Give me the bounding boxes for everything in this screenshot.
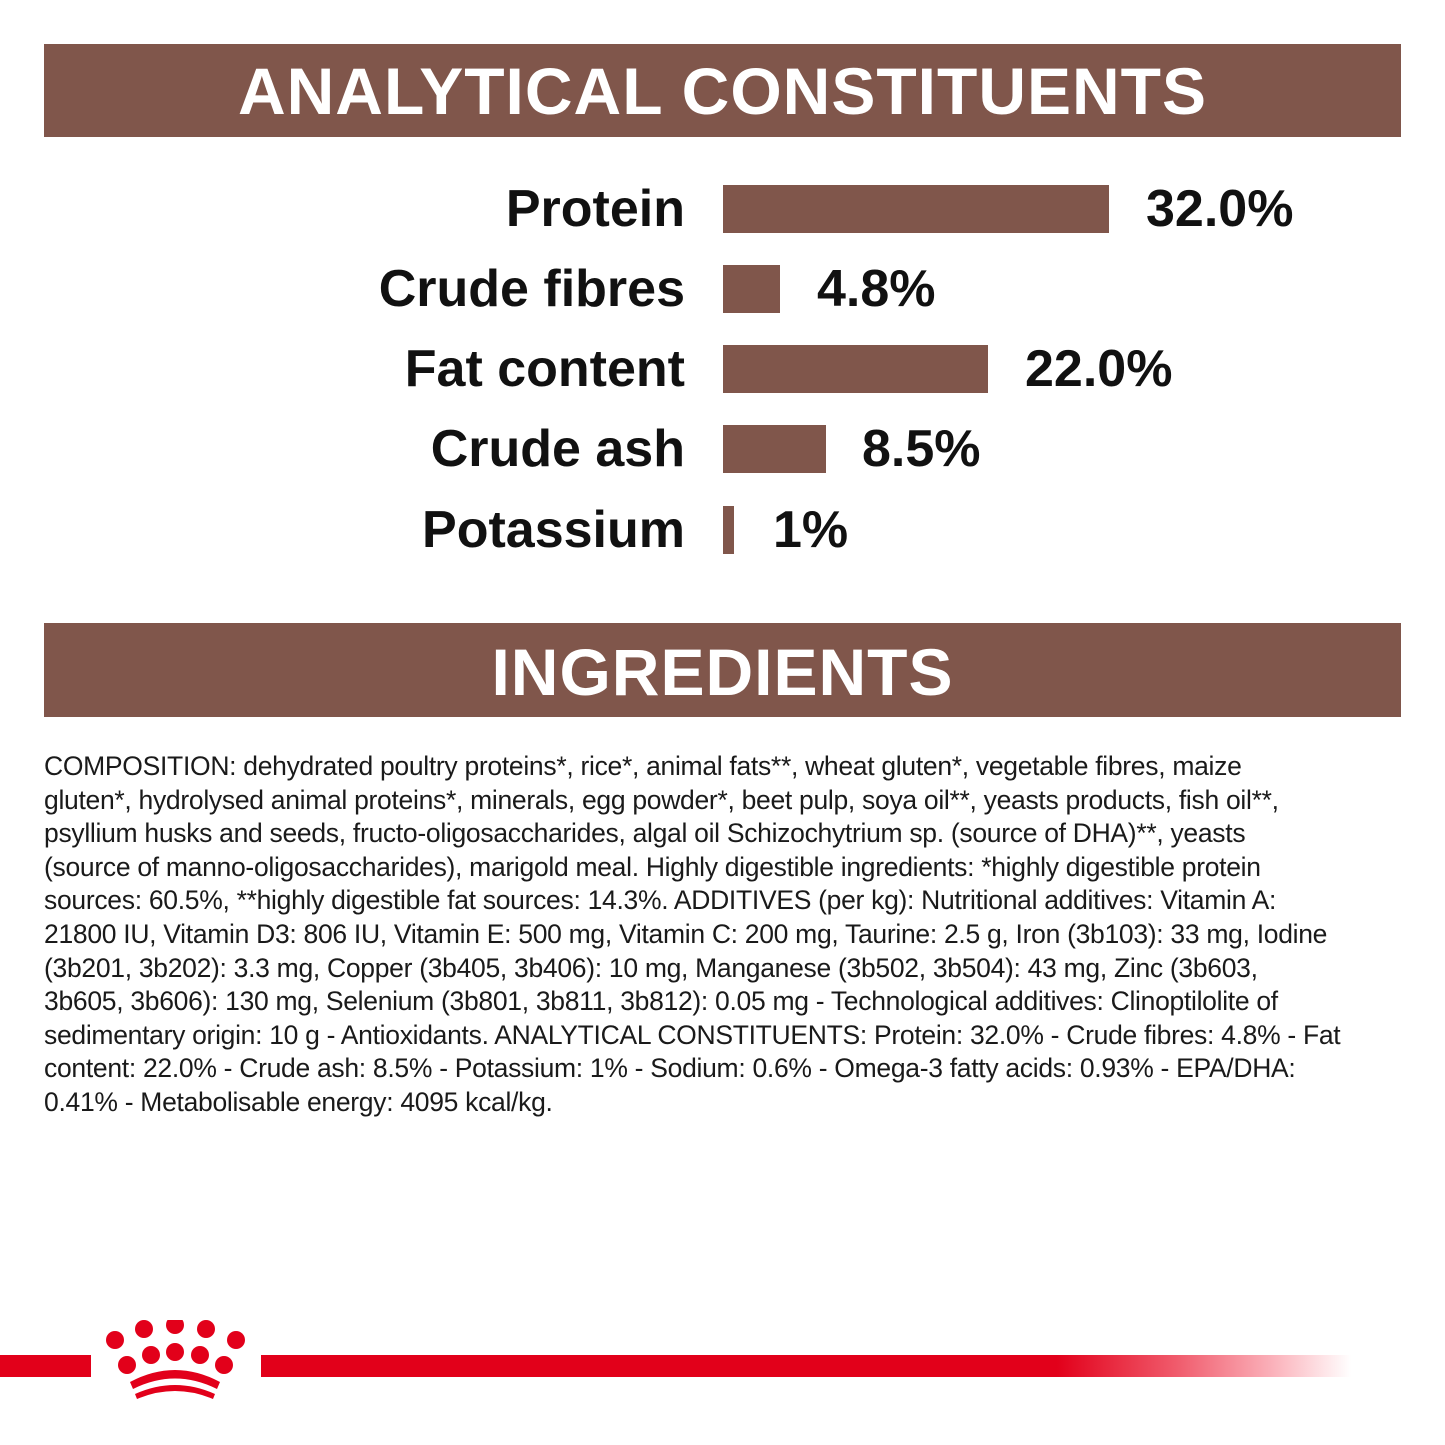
constituents-bar-chart: Protein 32.0% Crude fibres 4.8% Fat cont…: [0, 0, 1445, 600]
ingredients-banner: INGREDIENTS: [44, 623, 1401, 717]
ingredients-line: content: 22.0% - Crude ash: 8.5% - Potas…: [44, 1053, 1296, 1084]
chart-label: Crude fibres: [378, 260, 685, 318]
crown-logo-icon: [100, 1316, 250, 1400]
chart-value: 8.5%: [862, 420, 981, 478]
ingredients-line: 21800 IU, Vitamin D3: 806 IU, Vitamin E:…: [44, 918, 1328, 949]
analytical-constituents-banner: ANALYTICAL CONSTITUENTS: [44, 44, 1401, 137]
chart-row-potassium: Potassium 1%: [0, 502, 1445, 558]
chart-value: 22.0%: [1025, 340, 1173, 398]
ingredients-line: psyllium husks and seeds, fructo-oligosa…: [44, 818, 1246, 849]
ingredients-line: (3b201, 3b202): 3.3 mg, Copper (3b405, 3…: [44, 952, 1258, 983]
ingredients-text: COMPOSITION: dehydrated poultry proteins…: [44, 750, 1414, 1120]
ingredients-line: (source of manno-oligosaccharides), mari…: [44, 851, 1261, 882]
chart-bar: [723, 265, 780, 313]
chart-value: 32.0%: [1146, 180, 1294, 238]
chart-bar: [723, 185, 1109, 233]
footer-red-line-right: [261, 1355, 1351, 1377]
ingredients-line: COMPOSITION: dehydrated poultry proteins…: [44, 751, 1242, 781]
chart-label: Protein: [505, 180, 685, 238]
ingredients-line: sedimentary origin: 10 g - Antioxidants.…: [44, 1019, 1341, 1050]
ingredients-line: gluten*, hydrolysed animal proteins*, mi…: [44, 784, 1279, 815]
chart-row-crude-fibres: Crude fibres 4.8%: [0, 261, 1445, 317]
chart-row-protein: Protein 32.0%: [0, 181, 1445, 237]
ingredients-line: 3b605, 3b606): 130 mg, Selenium (3b801, …: [44, 986, 1278, 1017]
chart-value: 4.8%: [817, 260, 936, 318]
chart-label: Fat content: [404, 340, 685, 398]
ingredients-line: sources: 60.5%, **highly digestible fat …: [44, 885, 1277, 916]
chart-row-fat-content: Fat content 22.0%: [0, 341, 1445, 397]
chart-bar: [723, 345, 988, 393]
chart-row-crude-ash: Crude ash 8.5%: [0, 421, 1445, 477]
chart-bar: [723, 506, 734, 554]
footer-red-line-left: [0, 1355, 91, 1377]
chart-value: 1%: [773, 501, 849, 559]
chart-bar: [723, 425, 826, 473]
chart-label: Potassium: [422, 501, 685, 559]
ingredients-line: 0.41% - Metabolisable energy: 4095 kcal/…: [44, 1086, 553, 1117]
chart-label: Crude ash: [430, 420, 685, 478]
